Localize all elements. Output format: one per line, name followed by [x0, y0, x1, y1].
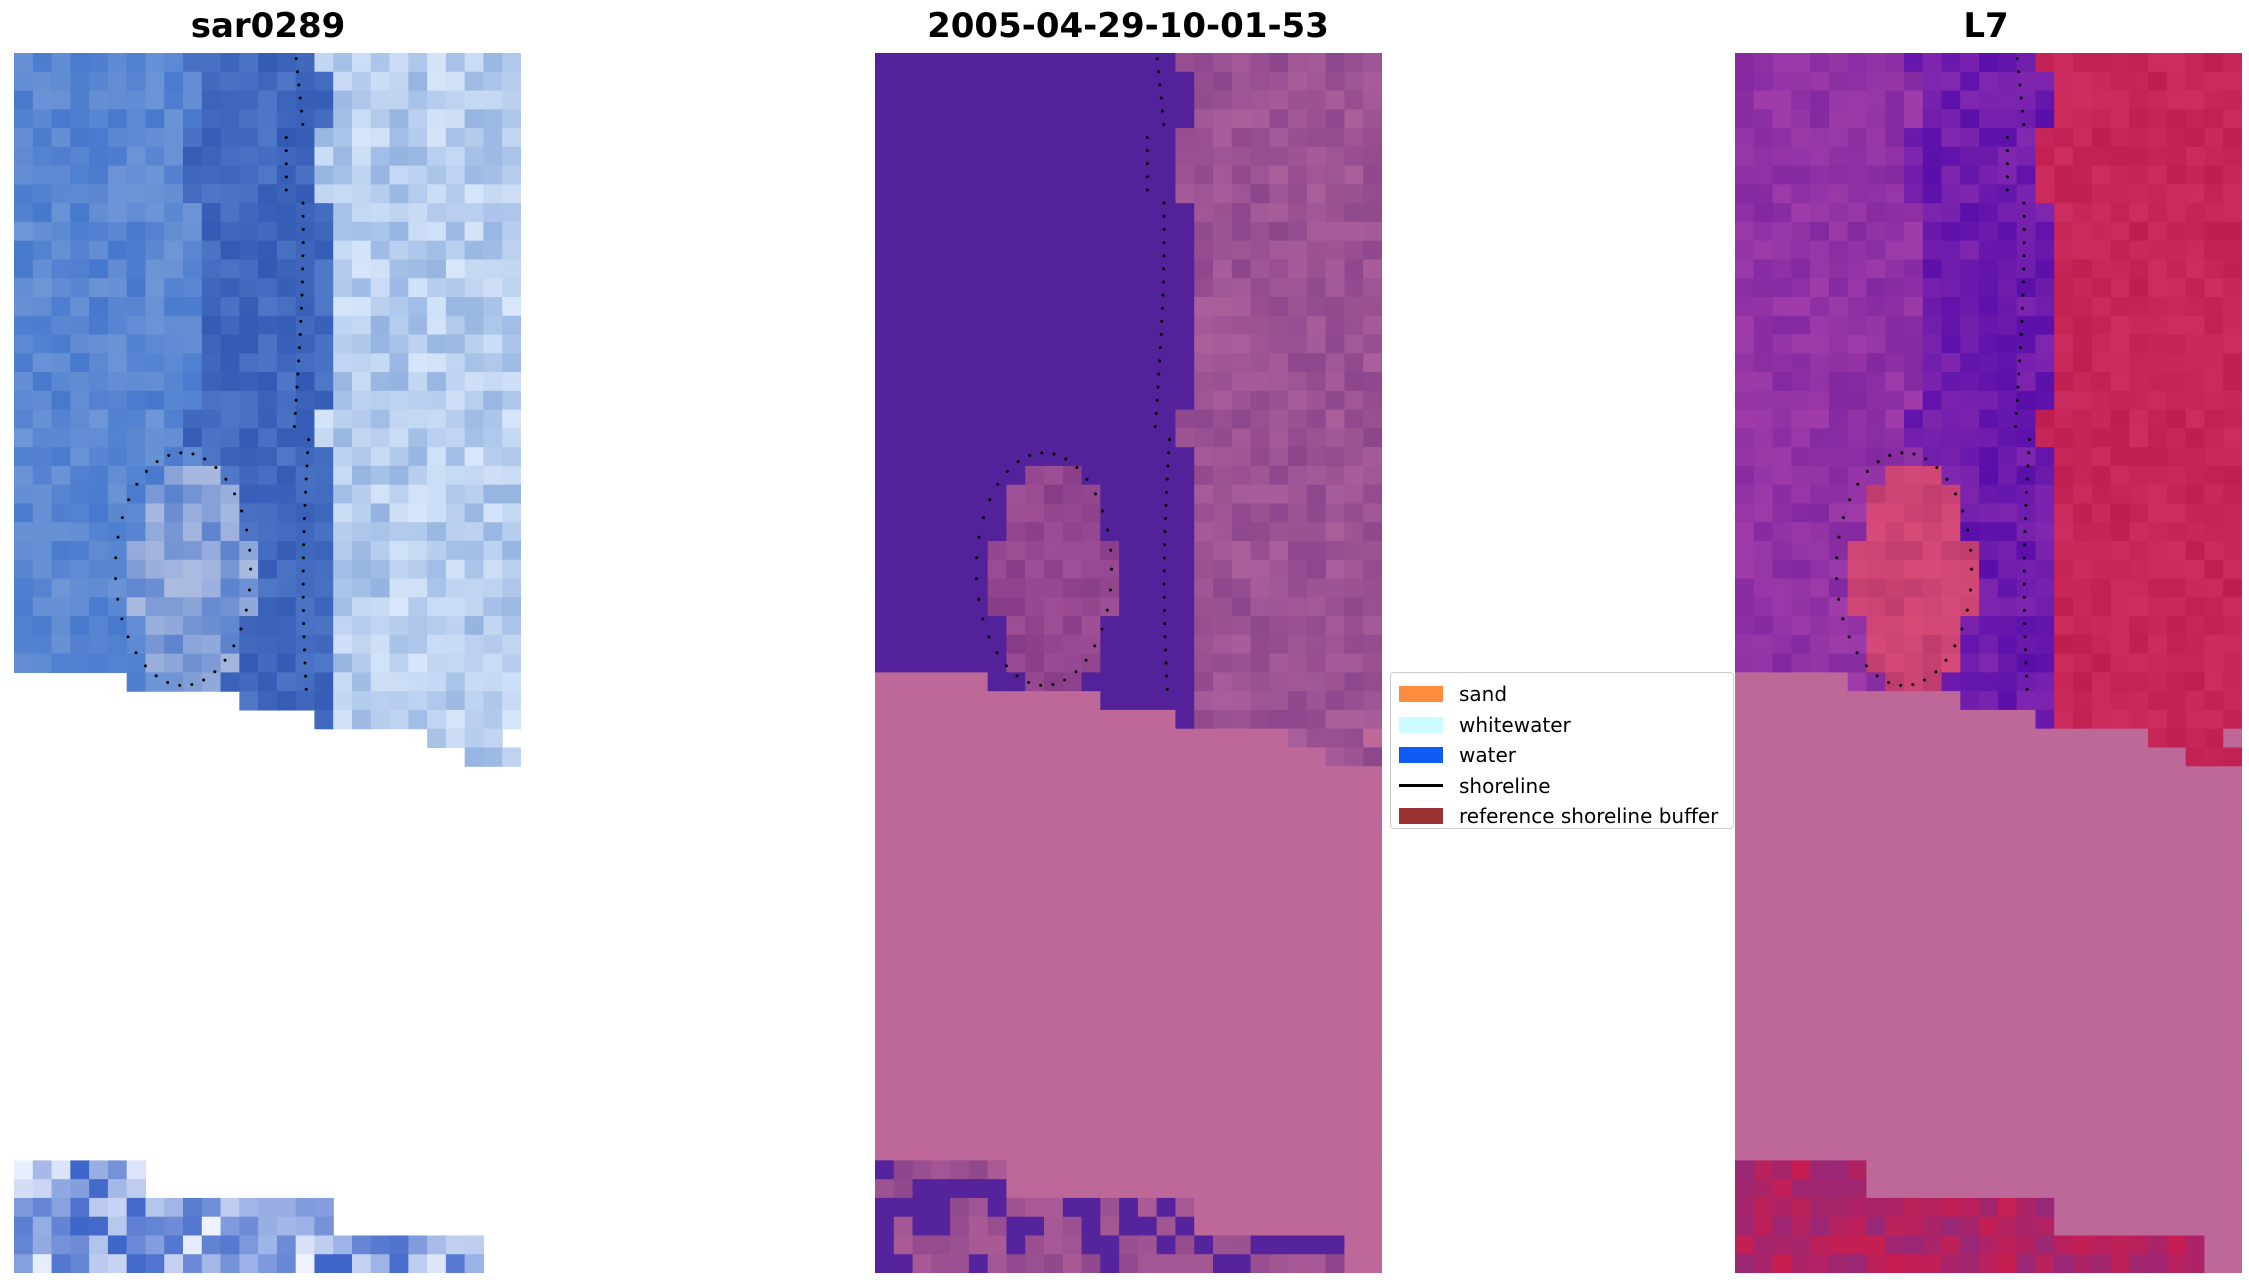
classified-image-panel [875, 53, 1382, 1273]
water-swatch [1399, 747, 1443, 764]
legend-label-reference-buffer: reference shoreline buffer [1459, 804, 1719, 829]
index-image-panel [1735, 53, 2242, 1273]
rgb-image-panel [14, 53, 521, 1273]
legend-item-sand: sand [1399, 679, 1725, 710]
legend-item-shoreline: shoreline [1399, 771, 1725, 802]
index-image [1735, 53, 2242, 1273]
legend-label-sand: sand [1459, 682, 1508, 707]
legend-item-reference-buffer: reference shoreline buffer [1399, 801, 1725, 832]
reference-buffer-swatch [1399, 808, 1443, 825]
panel-title-classified: 2005-04-29-10-01-53 [927, 6, 1329, 46]
classified-image [875, 53, 1382, 1273]
panel-title-index: L7 [1963, 6, 2009, 46]
shoreline-dots [975, 57, 1172, 691]
sand-swatch [1399, 686, 1443, 703]
rgb-image [14, 53, 521, 1273]
legend-label-whitewater: whitewater [1459, 712, 1571, 737]
legend-label-shoreline: shoreline [1459, 773, 1551, 798]
legend-item-whitewater: whitewater [1399, 710, 1725, 741]
whitewater-swatch [1399, 716, 1443, 733]
legend-label-water: water [1459, 743, 1516, 768]
legend-item-water: water [1399, 740, 1725, 771]
shoreline-dots [1835, 57, 2032, 691]
shoreline-dots [114, 57, 311, 691]
legend: sand whitewater water shoreline referenc… [1390, 672, 1734, 829]
panel-title-rgb: sar0289 [190, 6, 346, 46]
shoreline-line-icon [1399, 784, 1443, 788]
